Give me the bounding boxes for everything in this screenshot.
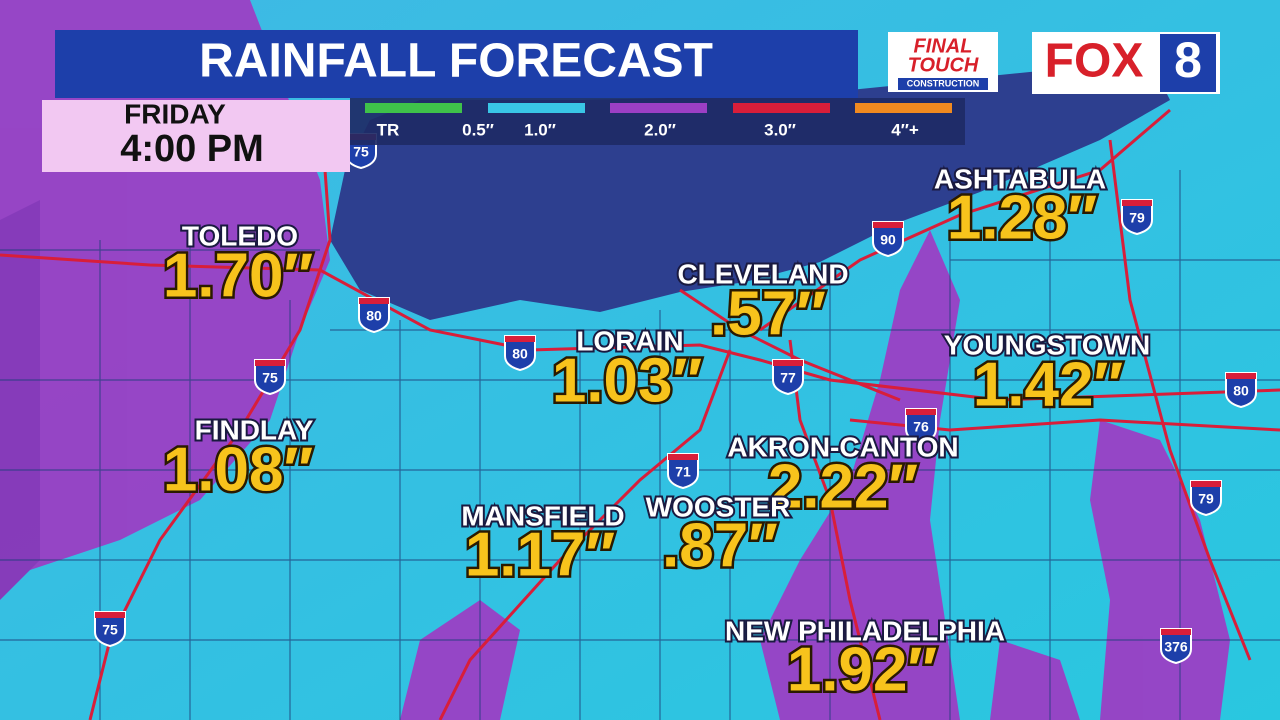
shield-top — [95, 612, 125, 618]
sponsor-band — [898, 78, 988, 90]
shield-top — [906, 409, 936, 415]
city-name: TOLEDO — [182, 220, 298, 251]
city-name: MANSFIELD — [461, 500, 624, 531]
rain-amount: 1.70″ — [163, 241, 313, 310]
shield — [905, 408, 937, 445]
shield-top — [1226, 373, 1256, 379]
shield-top — [873, 222, 903, 228]
time: 4:00 PM — [120, 128, 264, 170]
legend-label: 3.0″ — [764, 120, 796, 139]
station-number: 8 — [1174, 32, 1202, 88]
city-name: LORAIN — [576, 325, 683, 356]
legend-swatch — [855, 103, 952, 113]
legend-swatch — [733, 103, 830, 113]
legend-label: 1.0″ — [524, 120, 556, 139]
rain-amount: .87″ — [662, 511, 778, 580]
legend-swatch — [488, 103, 585, 113]
rain-amount: .57″ — [710, 279, 826, 348]
station-number-box — [1160, 34, 1216, 92]
shield-number: 79 — [1129, 210, 1145, 226]
city-name: CLEVELAND — [677, 258, 848, 289]
sponsor-line-3: CONSTRUCTION — [907, 78, 980, 88]
rain-amount: 1.28″ — [947, 183, 1097, 252]
shield — [1160, 628, 1192, 665]
roads — [0, 99, 1280, 720]
shield — [254, 359, 286, 396]
shield-top — [773, 360, 803, 366]
rain-amount: 1.08″ — [163, 435, 313, 504]
shield-number: 71 — [675, 464, 691, 480]
shield-number: 80 — [1233, 383, 1249, 399]
city-name: YOUNGSTOWN — [944, 329, 1150, 360]
title: RAINFALL FORECAST — [199, 35, 713, 88]
city-name: WOOSTER — [646, 491, 791, 522]
shield — [667, 453, 699, 490]
shield — [1121, 199, 1153, 236]
city-name: AKRON-CANTON — [727, 431, 958, 462]
shield — [1225, 372, 1257, 409]
legend-labels: TR 0.5″ 1.0″ 2.0″ 3.0″ 4″+ — [377, 120, 919, 139]
legend-label: TR — [377, 120, 400, 139]
shield-top — [505, 336, 535, 342]
legend-label: 0.5″ — [462, 120, 494, 139]
highway-shields: 75 80 75 80 90 79 77 76 80 71 79 75 376 — [94, 133, 1257, 665]
shield-number: 90 — [880, 232, 896, 248]
shield-number: 376 — [1164, 639, 1188, 655]
legend-label: 2.0″ — [644, 120, 676, 139]
shield — [772, 359, 804, 396]
shield-top — [255, 360, 285, 366]
shield-number: 80 — [512, 346, 528, 362]
shield — [872, 221, 904, 258]
rain-amount: 1.92″ — [787, 635, 937, 704]
city-name: ASHTABULA — [934, 163, 1106, 194]
shield — [94, 611, 126, 648]
shield-number: 77 — [780, 370, 796, 386]
time-box — [42, 100, 350, 172]
shield-top — [1191, 481, 1221, 487]
station-name: FOX — [1045, 35, 1144, 88]
shield — [1190, 480, 1222, 517]
legend-swatch — [365, 103, 462, 113]
shield — [504, 335, 536, 372]
rain-amount: 1.42″ — [973, 350, 1123, 419]
legend-swatch — [610, 103, 707, 113]
shield-number: 75 — [262, 370, 278, 386]
sponsor-line-1: FINAL — [914, 35, 973, 57]
legend-label: 4″+ — [891, 120, 919, 139]
title-bar — [55, 30, 858, 98]
shield-number: 79 — [1198, 491, 1214, 507]
shield-number: 75 — [353, 144, 369, 160]
rain-amount: 1.03″ — [552, 346, 702, 415]
sponsor-line-2: TOUCH — [908, 54, 979, 76]
shield-top — [1161, 629, 1191, 635]
shield-number: 75 — [102, 622, 118, 638]
shield-number: 80 — [366, 308, 382, 324]
shield — [358, 297, 390, 334]
shield-top — [1122, 200, 1152, 206]
county-lines — [0, 170, 1280, 720]
rain-amount: 2.22″ — [768, 452, 918, 521]
city-name: FINDLAY — [195, 414, 314, 445]
shield-number: 76 — [913, 419, 929, 435]
shield-top — [668, 454, 698, 460]
shield-top — [359, 298, 389, 304]
day: FRIDAY — [124, 98, 226, 129]
rain-amount: 1.17″ — [465, 520, 615, 589]
city-name: NEW PHILADELPHIA — [725, 615, 1005, 646]
